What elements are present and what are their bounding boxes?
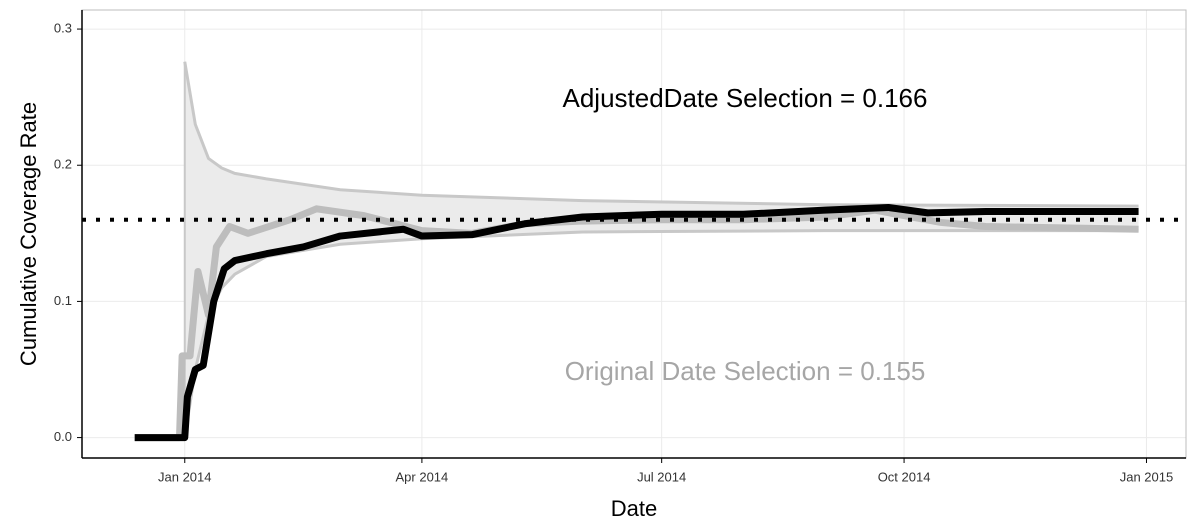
y-tick-label: 0.1 <box>54 293 72 308</box>
series-line <box>134 205 1139 442</box>
series-line <box>134 203 1139 442</box>
y-tick-label: 0.2 <box>54 157 72 172</box>
y-tick-label: 0.0 <box>54 429 72 444</box>
x-tick-label: Apr 2014 <box>396 469 449 484</box>
x-axis-label: Date <box>611 496 657 521</box>
x-tick-label: Jan 2015 <box>1120 469 1174 484</box>
band-edge <box>183 61 1139 208</box>
y-axis-label: Cumulative Coverage Rate <box>16 102 41 366</box>
x-tick-label: Jul 2014 <box>637 469 686 484</box>
annotation: AdjustedDate Selection = 0.166 <box>563 83 928 113</box>
x-tick-label: Jan 2014 <box>158 469 212 484</box>
annotation: Original Date Selection = 0.155 <box>565 356 926 386</box>
y-tick-label: 0.3 <box>54 21 72 36</box>
x-tick-label: Oct 2014 <box>878 469 931 484</box>
